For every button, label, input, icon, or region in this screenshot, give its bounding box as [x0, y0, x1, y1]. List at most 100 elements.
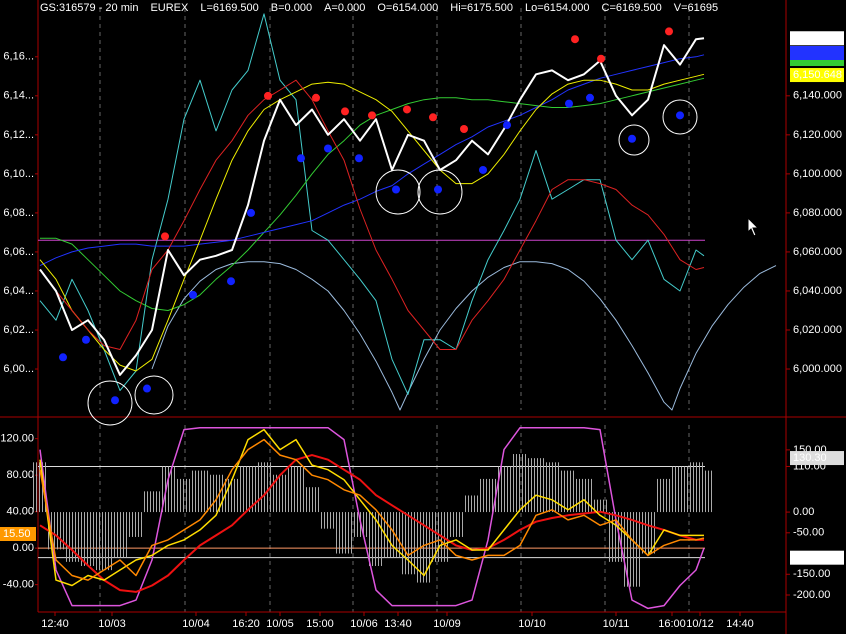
histogram-bar [432, 512, 448, 562]
x-tick-label: 14:40 [726, 618, 754, 630]
header-item: V=61695 [674, 2, 718, 14]
signal-dot [586, 93, 594, 102]
histogram-bar [512, 454, 528, 513]
x-tick-label: 16:20 [232, 618, 260, 630]
histogram-bar [416, 512, 432, 583]
x-tick-label: 15:00 [306, 618, 334, 630]
histogram-bar [80, 512, 96, 566]
mouse-cursor [747, 216, 760, 237]
histogram-bar [384, 512, 400, 558]
histogram-bar [224, 478, 240, 513]
histogram-bar [672, 466, 688, 513]
signal-dot [341, 107, 349, 116]
signal-dot [676, 111, 684, 120]
y-tick-label: 120.00 [0, 433, 34, 445]
signal-dot [111, 396, 119, 405]
signal-dot [312, 93, 320, 102]
signal-dot [392, 185, 400, 194]
histogram-bar [400, 512, 416, 575]
value-box [790, 451, 844, 466]
x-tick-label: 10/11 [603, 618, 630, 630]
highlight-circle [375, 169, 421, 215]
header-item: EUREX [150, 2, 189, 14]
y-tick-label: 6,00... [3, 363, 34, 375]
series-line [39, 37, 705, 376]
header-item: L=6169.500 [200, 2, 258, 14]
histogram-bar [128, 512, 144, 537]
y-tick-label: 6,10... [3, 168, 34, 180]
series-line [39, 454, 704, 593]
y2-tick-label: 6,100.000 [793, 168, 842, 180]
signal-dot [264, 91, 272, 100]
signal-dot [297, 154, 305, 163]
y-tick-label: 6,16... [3, 51, 34, 63]
histogram-bar [96, 512, 112, 571]
header-item: Lo=6154.000 [525, 2, 590, 14]
series-line [39, 438, 705, 581]
histogram-bar [656, 478, 672, 513]
signal-dot [324, 144, 332, 153]
series-line [39, 428, 704, 587]
series-line [39, 13, 705, 395]
histogram-bar [112, 512, 128, 558]
y-tick-label: 0.00 [13, 542, 34, 554]
value-box [0, 527, 36, 542]
histogram-bar [480, 478, 496, 513]
signal-dot [597, 54, 605, 63]
panel: 120.0080.0040.000.00-40.00150.00110.000.… [0, 426, 844, 630]
x-tick-label: 12:40 [41, 618, 69, 630]
y-tick-label: 6,12... [3, 129, 34, 141]
y-tick-label: 6,14... [3, 90, 34, 102]
histogram-bar [336, 512, 352, 554]
histogram-bar [640, 512, 656, 554]
signal-dot [143, 384, 151, 393]
histogram-bar [64, 512, 80, 562]
histogram-bar [544, 462, 560, 513]
y2-tick-label: 6,000.000 [793, 363, 842, 375]
x-tick-label: 10/05 [266, 618, 294, 630]
y2-tick-label: 6,120.000 [793, 129, 842, 141]
y-tick-label: 6,04... [3, 285, 34, 297]
panel: GS:316579 - 20 min EUREX L=6169.500 B=0.000… [3, 2, 844, 411]
header-item: O=6154.000 [377, 2, 438, 14]
x-tick-label: 10/09 [433, 618, 461, 630]
signal-dot [355, 154, 363, 163]
histogram-bar [560, 470, 576, 513]
y-tick-label: 80.00 [6, 469, 34, 481]
header-item: A=0.000 [324, 2, 365, 14]
price-box [790, 46, 844, 60]
histogram-bar [528, 458, 544, 513]
signal-dot [227, 277, 235, 286]
x-tick-label: 10/06 [350, 618, 378, 630]
x-tick-label: 10/04 [182, 618, 210, 630]
annotations [87, 46, 844, 426]
price-box [790, 60, 844, 66]
x-tick-label: 10/12 [686, 618, 714, 630]
histogram-bar [192, 470, 208, 513]
signal-dot [403, 105, 411, 114]
histogram-bar [304, 487, 320, 513]
signal-dot [368, 111, 376, 120]
value-box-label: -110.00 [793, 552, 830, 564]
highlight-circle [662, 99, 698, 135]
signal-dot [571, 35, 579, 44]
value-box-label: 6,169.500 [793, 32, 842, 44]
signal-dot [565, 99, 573, 108]
y-tick-label: 6,06... [3, 246, 34, 258]
x-tick-label: 10/03 [98, 618, 126, 630]
y2-tick-label: 0.00 [793, 506, 814, 518]
histogram-bar [448, 512, 464, 537]
signal-dot [189, 290, 197, 299]
value-box [790, 31, 844, 46]
y2-tick-label: 6,140.000 [793, 90, 842, 102]
y-tick-label: 40.00 [6, 506, 34, 518]
histogram-bar [272, 474, 288, 513]
histogram-bar [176, 478, 192, 513]
y-tick-label: 6,08... [3, 207, 34, 219]
y2-tick-label: -200.00 [793, 589, 830, 601]
signal-dot [503, 121, 511, 130]
histogram-bar [592, 499, 608, 513]
series-line [39, 426, 705, 610]
